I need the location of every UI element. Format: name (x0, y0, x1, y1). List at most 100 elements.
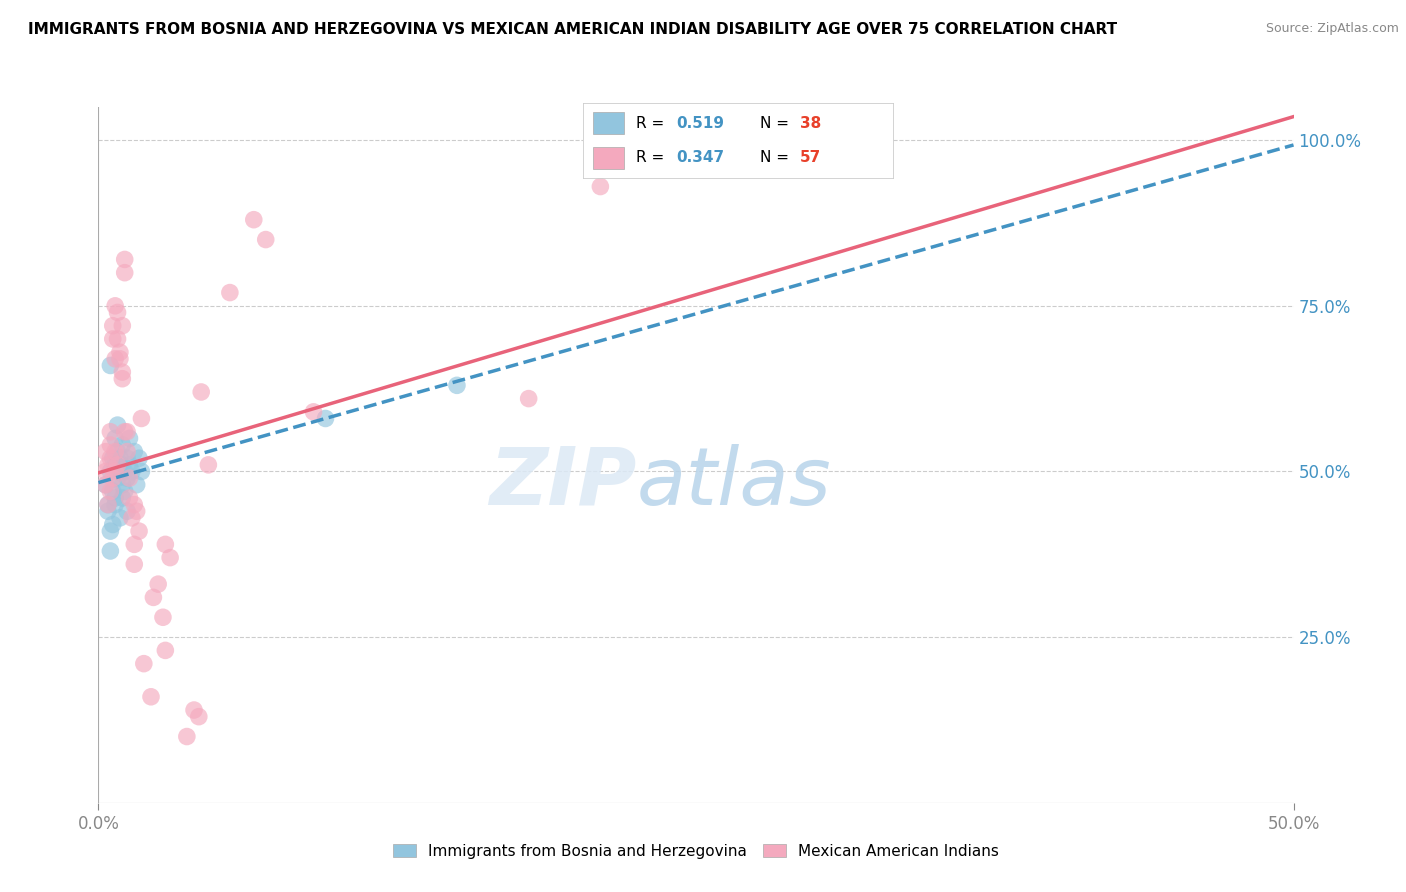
Point (107, 305, 129, 319)
Point (114, 425, 136, 439)
Point (104, 431, 127, 445)
Point (142, 591, 165, 605)
Point (131, 465, 153, 479)
Point (104, 491, 127, 505)
Point (98, 359, 122, 373)
Text: N =: N = (759, 151, 793, 165)
Point (190, 384, 212, 399)
Point (101, 318, 124, 333)
Point (155, 643, 177, 657)
Point (197, 458, 219, 472)
Point (104, 498, 127, 512)
Point (517, 392, 540, 406)
Point (132, 657, 155, 671)
Text: IMMIGRANTS FROM BOSNIA AND HERZEGOVINA VS MEXICAN AMERICAN INDIAN DISABILITY AGE: IMMIGRANTS FROM BOSNIA AND HERZEGOVINA V… (28, 22, 1118, 37)
Point (121, 511, 143, 525)
Point (111, 365, 134, 379)
Point (115, 425, 138, 439)
Point (114, 484, 136, 499)
Point (98, 524, 122, 538)
Point (128, 451, 150, 466)
Point (94, 444, 117, 458)
Point (104, 351, 127, 366)
Point (446, 378, 468, 392)
Point (107, 332, 129, 346)
Point (111, 491, 134, 505)
Point (139, 690, 162, 704)
Point (107, 458, 129, 472)
Text: N =: N = (759, 116, 793, 130)
Point (124, 444, 146, 458)
Point (97, 458, 120, 472)
Point (108, 345, 131, 359)
Point (118, 491, 141, 505)
Point (97, 498, 120, 512)
Point (254, 233, 277, 247)
Point (98, 465, 122, 479)
Point (111, 477, 134, 491)
Point (176, 730, 198, 744)
Point (104, 465, 127, 479)
Point (98, 451, 122, 466)
Text: atlas: atlas (637, 443, 831, 522)
FancyBboxPatch shape (593, 146, 624, 169)
Point (111, 372, 134, 386)
Point (124, 537, 146, 551)
Point (111, 458, 134, 472)
Point (125, 504, 148, 518)
Point (187, 709, 209, 723)
Point (115, 504, 138, 518)
Point (124, 498, 146, 512)
Point (125, 477, 148, 491)
Point (108, 351, 131, 366)
Point (115, 451, 138, 466)
Point (121, 465, 143, 479)
Text: 0.519: 0.519 (676, 116, 724, 130)
Text: 0.347: 0.347 (676, 151, 724, 165)
Point (94, 477, 117, 491)
Point (94, 465, 117, 479)
Point (98, 484, 122, 499)
Point (98, 425, 122, 439)
Point (243, 212, 266, 227)
Point (108, 511, 131, 525)
Point (94, 477, 117, 491)
Point (118, 431, 141, 445)
Point (128, 524, 150, 538)
Point (107, 418, 129, 433)
FancyBboxPatch shape (593, 112, 624, 135)
Point (589, 179, 612, 194)
Point (107, 444, 129, 458)
Point (124, 558, 146, 572)
Text: 38: 38 (800, 116, 821, 130)
Point (98, 544, 122, 558)
Point (118, 458, 141, 472)
Point (152, 610, 174, 624)
Text: R =: R = (636, 116, 669, 130)
Text: R =: R = (636, 151, 669, 165)
Point (148, 577, 170, 591)
Point (104, 458, 127, 472)
Point (118, 471, 141, 485)
Legend: Immigrants from Bosnia and Herzegovina, Mexican American Indians: Immigrants from Bosnia and Herzegovina, … (387, 838, 1005, 864)
Point (104, 299, 127, 313)
Point (115, 444, 138, 458)
Point (159, 550, 181, 565)
Point (114, 252, 136, 267)
Point (97, 504, 120, 518)
Point (97, 498, 120, 512)
Text: ZIP: ZIP (489, 443, 637, 522)
Point (219, 285, 242, 300)
Point (131, 411, 153, 425)
Text: 57: 57 (800, 151, 821, 165)
Point (107, 471, 129, 485)
Point (115, 471, 138, 485)
Point (111, 318, 134, 333)
Point (315, 411, 337, 425)
Point (302, 405, 325, 419)
Point (155, 537, 177, 551)
Point (101, 471, 124, 485)
Text: Source: ZipAtlas.com: Source: ZipAtlas.com (1265, 22, 1399, 36)
Point (108, 465, 131, 479)
Point (101, 451, 124, 466)
